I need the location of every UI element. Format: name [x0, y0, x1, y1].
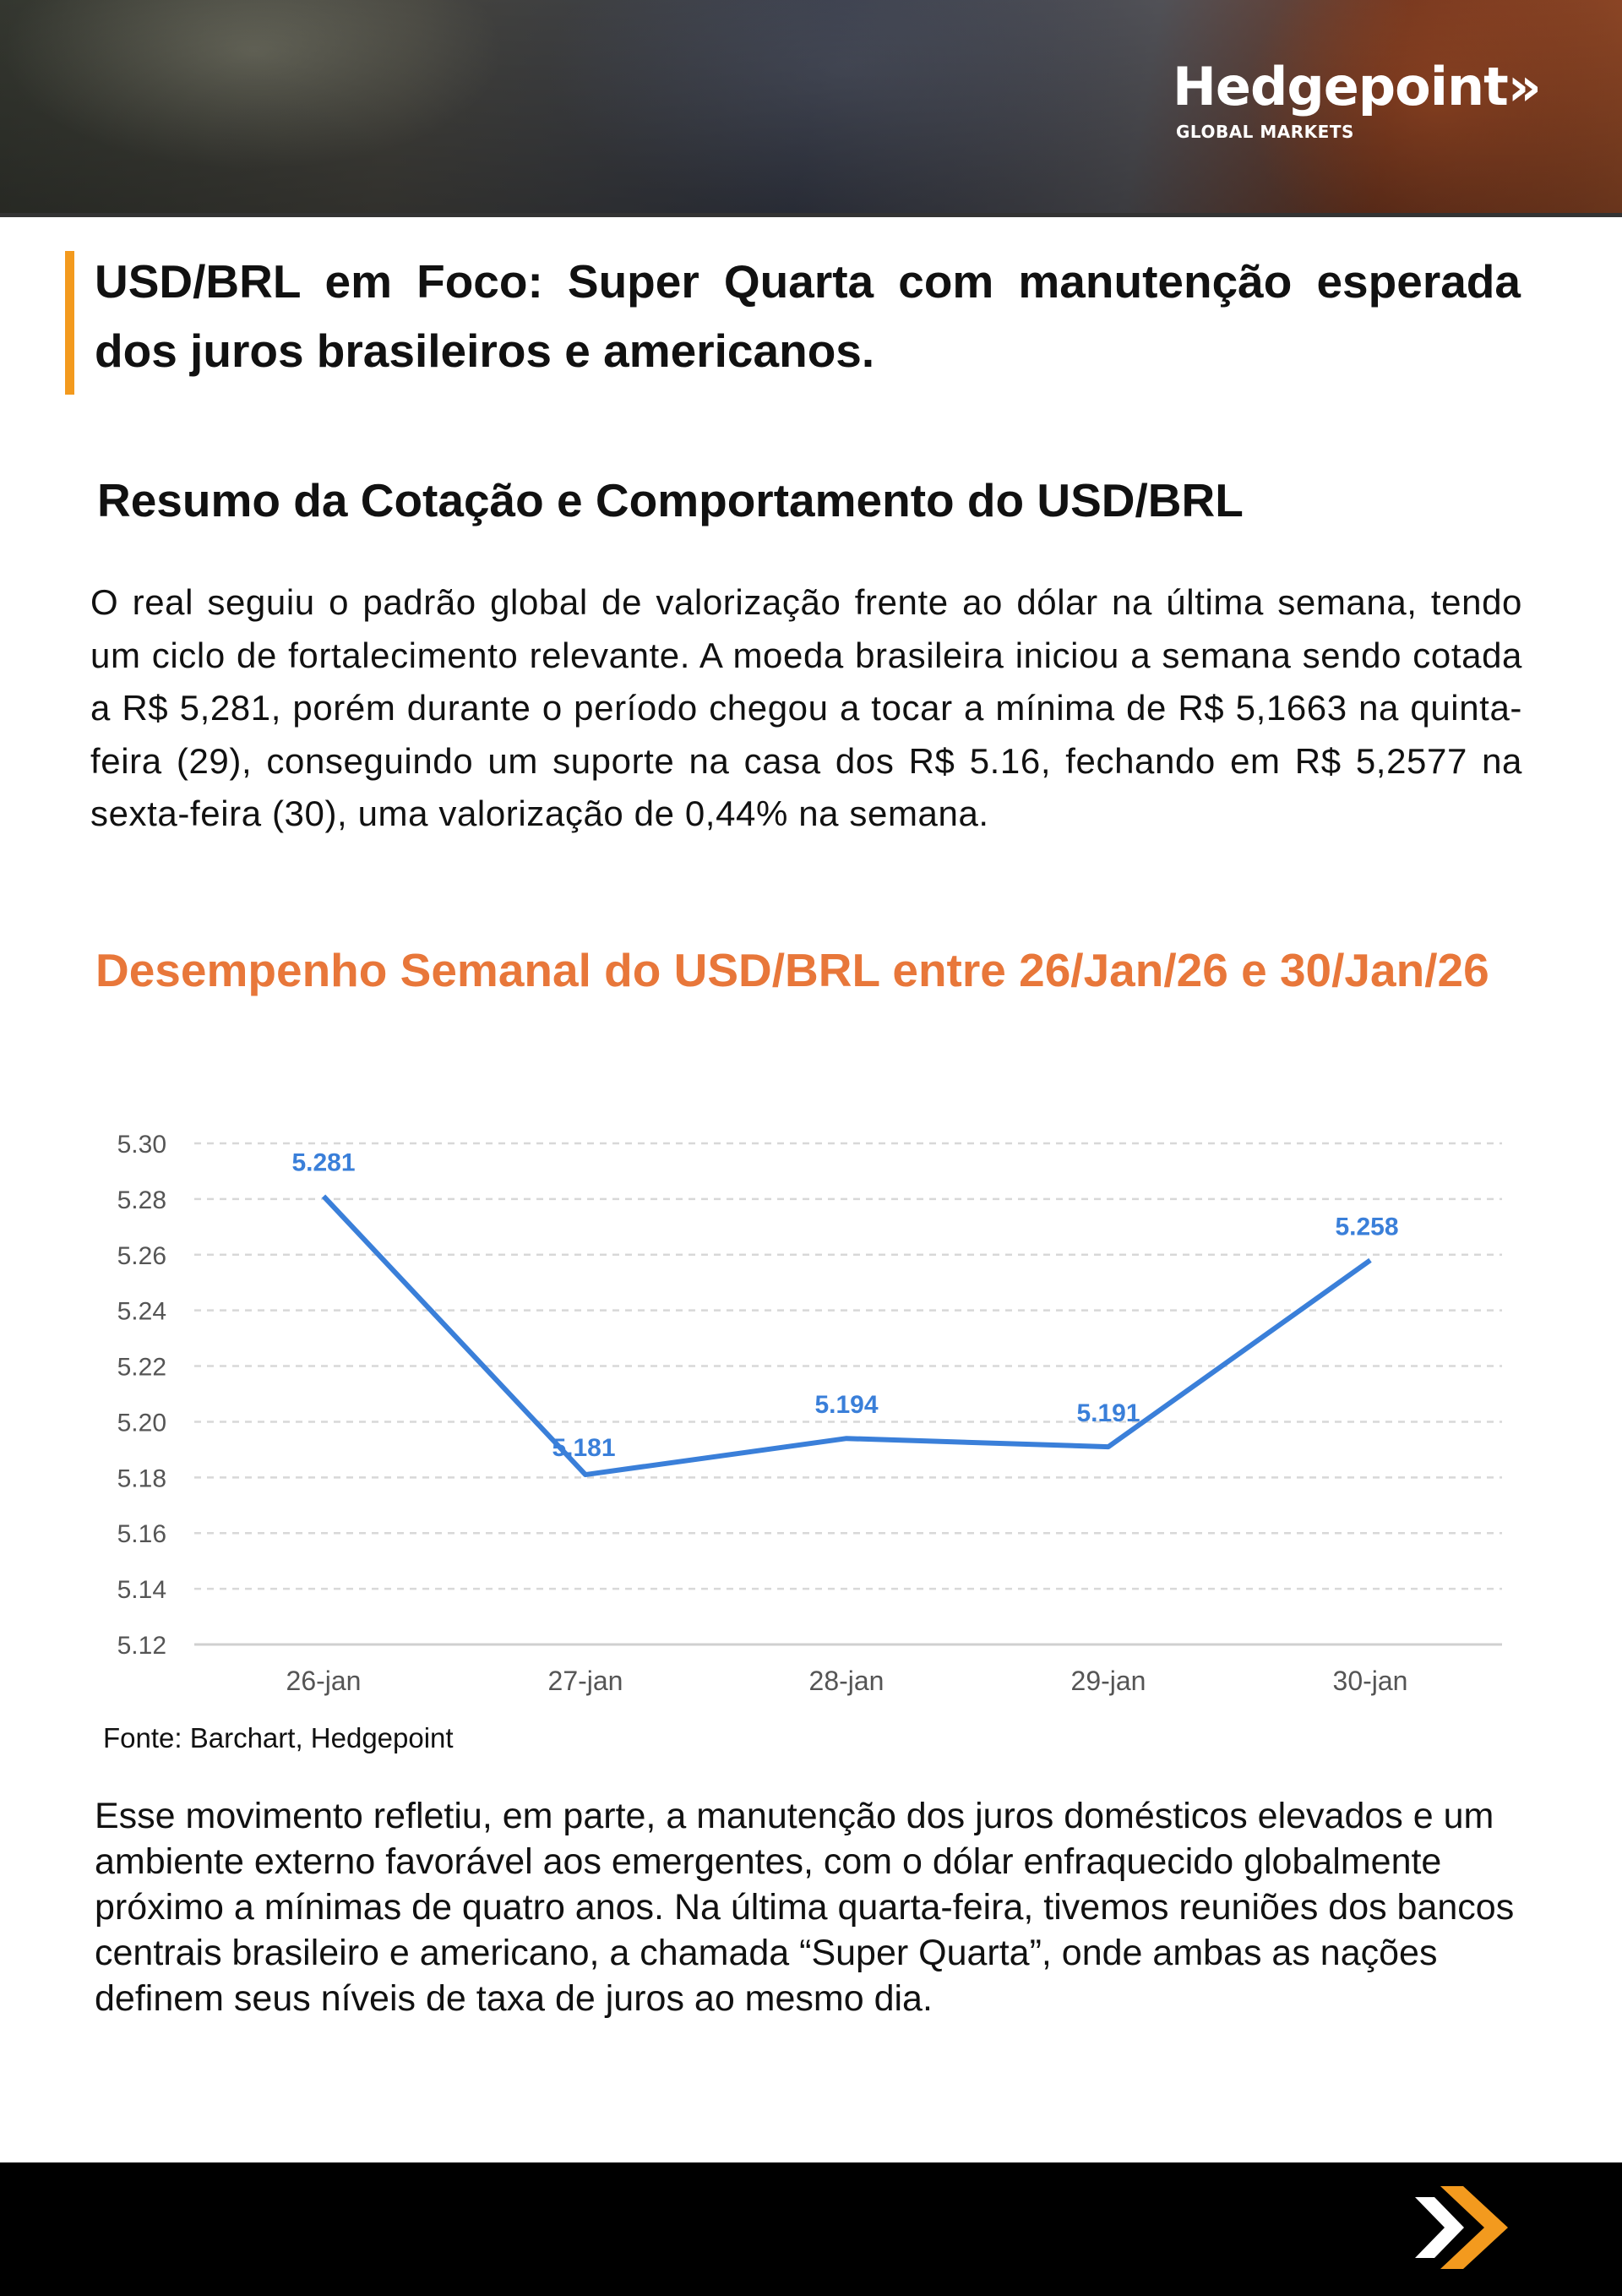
- article-title: USD/BRL em Foco: Super Quarta com manute…: [95, 255, 1521, 377]
- y-tick-label: 5.12: [117, 1632, 166, 1660]
- paragraph-summary: O real seguiu o padrão global de valoriz…: [90, 582, 1522, 833]
- chart-source: Fonte: Barchart, Hedgepoint: [103, 1722, 454, 1753]
- chart-heading: Desempenho Semanal do USD/BRL entre 26/J…: [95, 944, 1489, 996]
- series-line: [321, 1194, 1372, 1478]
- data-label: 5.258: [1335, 1213, 1398, 1241]
- header-banner: Hedgepoint» GLOBAL MARKETS: [0, 0, 1622, 217]
- x-tick-label: 28-jan: [809, 1666, 884, 1696]
- x-tick-label: 27-jan: [548, 1666, 623, 1696]
- data-label: 5.281: [291, 1149, 355, 1177]
- y-tick-label: 5.30: [117, 1131, 166, 1159]
- footer: [0, 2162, 1622, 2296]
- y-tick-label: 5.16: [117, 1520, 166, 1548]
- data-label: 5.194: [814, 1391, 878, 1419]
- title-accent-bar: [65, 251, 74, 395]
- brand-name: Hedgepoint»: [1173, 56, 1542, 117]
- y-tick-label: 5.14: [117, 1576, 166, 1604]
- y-tick-label: 5.20: [117, 1409, 166, 1437]
- double-chevron-logo-icon: [1415, 2186, 1508, 2269]
- data-label: 5.191: [1076, 1399, 1140, 1427]
- y-tick-label: 5.26: [117, 1242, 166, 1270]
- hedgepoint-logo: Hedgepoint» GLOBAL MARKETS: [1173, 56, 1542, 143]
- x-tick-label: 30-jan: [1333, 1666, 1408, 1696]
- y-tick-label: 5.24: [117, 1298, 166, 1326]
- brand-sub: GLOBAL MARKETS: [1176, 122, 1354, 142]
- section-title: Resumo da Cotação e Comportamento do USD…: [97, 474, 1244, 526]
- y-tick-label: 5.18: [117, 1464, 166, 1492]
- banner-shade: [0, 0, 1622, 217]
- banner-divider: [0, 213, 1622, 217]
- data-label: 5.181: [552, 1434, 615, 1462]
- paragraph-analysis: Esse movimento refletiu, em parte, a man…: [95, 1796, 1515, 2019]
- usd-brl-line-chart: 5.30 5.28 5.26 5.24 5.22 5.20 5.18 5.16 5.14 5.12…: [117, 1131, 1502, 1696]
- y-tick-label: 5.28: [117, 1186, 166, 1214]
- y-tick-label: 5.22: [117, 1354, 166, 1382]
- x-tick-label: 29-jan: [1071, 1666, 1146, 1696]
- x-tick-label: 26-jan: [286, 1666, 362, 1696]
